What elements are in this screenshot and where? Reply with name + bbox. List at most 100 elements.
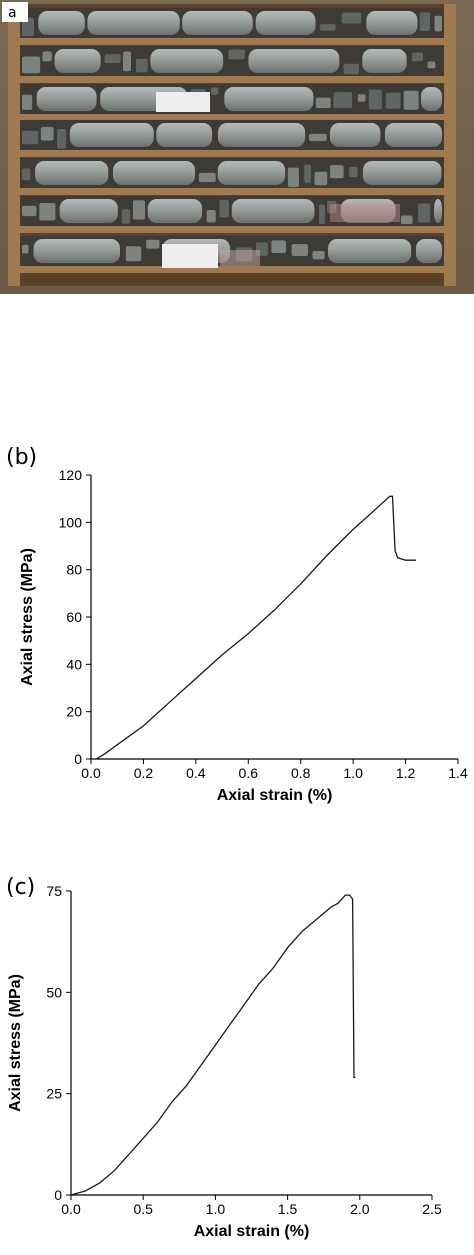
chart-b-x-tick-label: 0.6 [239, 765, 259, 781]
tray-divider [18, 226, 448, 233]
core-piece [362, 161, 442, 185]
core-piece [38, 11, 85, 35]
core-piece [362, 49, 407, 73]
core-sample-tag [156, 92, 210, 112]
core-fragment [122, 51, 131, 72]
core-piece [69, 123, 154, 147]
core-piece [156, 123, 213, 147]
core-piece [217, 161, 286, 185]
core-piece [87, 11, 180, 35]
core-fragment [427, 61, 436, 69]
core-fragment [312, 250, 325, 260]
chart-b-y-tick-label: 60 [66, 609, 82, 625]
core-piece [224, 87, 314, 111]
stress-strain-chart-b: (b) 0.0 0.2 0.4 0.6 0.8 1.0 1.2 1.4 0 20 40 60 80 100… [6, 445, 468, 804]
chart-b-y-axis-label: Axial stress (MPa) [19, 548, 36, 686]
tray-frame-right [444, 4, 456, 286]
core-piece [420, 87, 442, 111]
chart-c-x-tick-label: 2.0 [350, 1201, 370, 1217]
core-fragment [434, 15, 442, 32]
tray-divider [18, 114, 448, 121]
core-piece [248, 49, 340, 73]
core-fragment [39, 203, 56, 221]
core-piece [147, 199, 203, 223]
core-row [20, 8, 444, 38]
core-piece [433, 199, 442, 223]
tray-frame-left [8, 4, 20, 286]
core-fragment [22, 244, 29, 254]
core-row [20, 196, 444, 226]
panel-a-label: a [8, 5, 17, 21]
core-sample-tag [162, 244, 218, 268]
core-fragment [135, 58, 148, 73]
core-row [20, 84, 444, 114]
chart-b-x-tick-label: 0.8 [291, 765, 311, 781]
chart-b-y-tick-label: 120 [59, 467, 83, 483]
core-fragment [57, 128, 67, 149]
core-fragment [228, 49, 245, 60]
core-fragment [314, 171, 328, 186]
core-fragment [22, 168, 31, 181]
chart-b-y-tick-label: 80 [66, 562, 82, 578]
core-fragment [146, 239, 160, 249]
core-fragment [271, 240, 287, 254]
core-fragment [357, 94, 366, 102]
core-fragment [291, 244, 308, 256]
core-fragment [304, 164, 311, 183]
core-fragment [308, 133, 327, 142]
chart-b-x-tick-label: 0.2 [134, 765, 154, 781]
core-fragment [40, 126, 54, 141]
chart-b-x-axis-label: Axial strain (%) [217, 787, 333, 804]
core-row [20, 158, 444, 188]
chart-b-y-tick-label: 20 [66, 704, 82, 720]
chart-c-x-tick-label: 0.5 [133, 1201, 153, 1217]
core-fragment [330, 165, 344, 179]
core-fragment [400, 215, 413, 225]
panel-b-label: (b) [6, 445, 37, 470]
core-fragment [318, 204, 326, 225]
chart-b-x-tick-label: 1.0 [343, 765, 363, 781]
chart-b-x-tick-label: 1.4 [448, 765, 468, 781]
chart-c-y-tick-label: 50 [46, 984, 62, 1000]
core-fragment [211, 87, 219, 95]
panel-a-label-bg [2, 2, 28, 22]
chart-b-y-tick-label: 0 [74, 751, 82, 767]
core-fragment [368, 89, 382, 110]
chart-c-y-tick-label: 0 [54, 1187, 62, 1203]
core-fragment [418, 203, 431, 223]
core-fragment [125, 246, 142, 262]
core-row [20, 120, 444, 150]
chart-b-series-line [95, 495, 417, 760]
chart-c-y-tick-label: 25 [46, 1086, 62, 1102]
core-fragment [219, 199, 229, 218]
core-fragment [385, 92, 401, 109]
core-piece [340, 199, 396, 223]
core-fragment [22, 130, 39, 145]
core-fragment [287, 167, 299, 187]
core-fragment [104, 54, 121, 63]
chart-c-x-axis-label: Axial strain (%) [194, 1223, 310, 1240]
core-piece [328, 239, 412, 263]
core-fragment [22, 56, 41, 74]
core-piece [366, 11, 418, 35]
core-fragment [349, 166, 358, 178]
core-fragment [341, 12, 362, 24]
core-fragment [206, 210, 216, 223]
core-piece [54, 49, 101, 73]
core-piece [384, 123, 442, 147]
core-piece [113, 161, 196, 185]
core-fragment [333, 92, 353, 109]
tray-divider [18, 76, 448, 83]
chart-b-y-tick-label: 40 [66, 656, 82, 672]
chart-c-x-tick-label: 0.0 [61, 1201, 81, 1217]
core-piece [33, 239, 121, 263]
chart-b-x-tick-label: 0.4 [186, 765, 206, 781]
chart-c-y-axis-label: Axial stress (MPa) [7, 974, 24, 1112]
chart-b-container: (b) 0.0 0.2 0.4 0.6 0.8 1.0 1.2 1.4 0 20 40 60 80 100… [0, 430, 474, 835]
core-piece [217, 123, 306, 147]
core-fragment [343, 63, 359, 75]
red-marking [330, 204, 400, 222]
chart-b-y-tick-label: 100 [59, 514, 83, 530]
chart-c-x-tick-label: 2.5 [422, 1201, 442, 1217]
chart-c-x-tick-label: 1.0 [206, 1201, 226, 1217]
